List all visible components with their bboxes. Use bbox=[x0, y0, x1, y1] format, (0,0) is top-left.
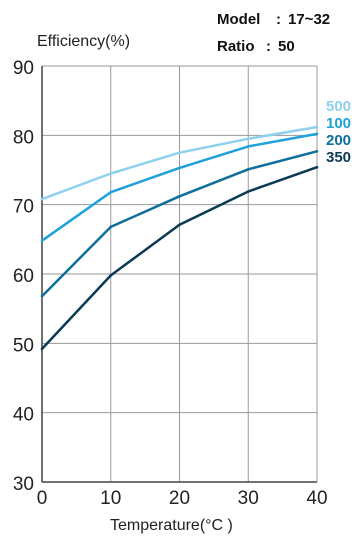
legend-label-200: 200 bbox=[326, 132, 351, 149]
data-point-350 bbox=[109, 274, 113, 277]
data-point-200 bbox=[246, 168, 250, 171]
grid bbox=[41, 65, 318, 483]
model-value: 17~32 bbox=[288, 11, 330, 28]
y-tick-label: 40 bbox=[13, 405, 34, 426]
data-point-100 bbox=[109, 190, 113, 194]
data-point-200 bbox=[178, 195, 181, 198]
x-tick-label: 30 bbox=[238, 488, 259, 509]
data-point-500 bbox=[315, 125, 319, 129]
data-point-200 bbox=[40, 294, 44, 298]
data-point-500 bbox=[178, 151, 181, 154]
y-tick-label: 90 bbox=[13, 58, 34, 79]
data-point-100 bbox=[315, 132, 319, 136]
x-tick-label: 40 bbox=[306, 488, 327, 509]
y-tick-label: 70 bbox=[13, 197, 34, 218]
data-point-350 bbox=[246, 190, 250, 193]
y-axis-title: Efficiency(%) bbox=[37, 33, 130, 50]
tick-labels: 30 40 50 60 70 80 90 0 10 20 30 40 bbox=[13, 58, 328, 509]
data-point-350 bbox=[40, 347, 44, 351]
y-tick-label: 80 bbox=[13, 127, 34, 148]
x-tick-label: 20 bbox=[169, 488, 190, 509]
data-point-500 bbox=[40, 197, 44, 201]
x-axis-title: Temperature(°C ) bbox=[110, 517, 233, 534]
model-colon: : bbox=[276, 11, 281, 28]
model-label: Model bbox=[217, 11, 260, 28]
data-point-350 bbox=[315, 165, 319, 169]
data-point-350 bbox=[178, 223, 181, 227]
series-lines bbox=[40, 125, 319, 351]
data-point-500 bbox=[109, 172, 113, 175]
data-point-200 bbox=[315, 149, 319, 153]
legend-label-500: 500 bbox=[326, 98, 351, 115]
x-tick-label: 10 bbox=[100, 488, 121, 509]
data-point-200 bbox=[109, 225, 113, 229]
x-tick-label: 0 bbox=[37, 488, 48, 509]
data-point-100 bbox=[40, 239, 44, 243]
legend-label-100: 100 bbox=[326, 115, 351, 132]
ratio-value: 50 bbox=[278, 38, 295, 55]
ratio-label: Ratio bbox=[217, 38, 255, 55]
data-point-500 bbox=[246, 137, 250, 141]
y-tick-label: 50 bbox=[13, 335, 34, 356]
legend-label-350: 350 bbox=[326, 149, 351, 166]
y-tick-label: 30 bbox=[13, 474, 34, 495]
y-tick-label: 60 bbox=[13, 266, 34, 287]
ratio-colon: : bbox=[266, 38, 271, 55]
data-point-100 bbox=[246, 145, 250, 148]
data-point-100 bbox=[178, 166, 181, 170]
